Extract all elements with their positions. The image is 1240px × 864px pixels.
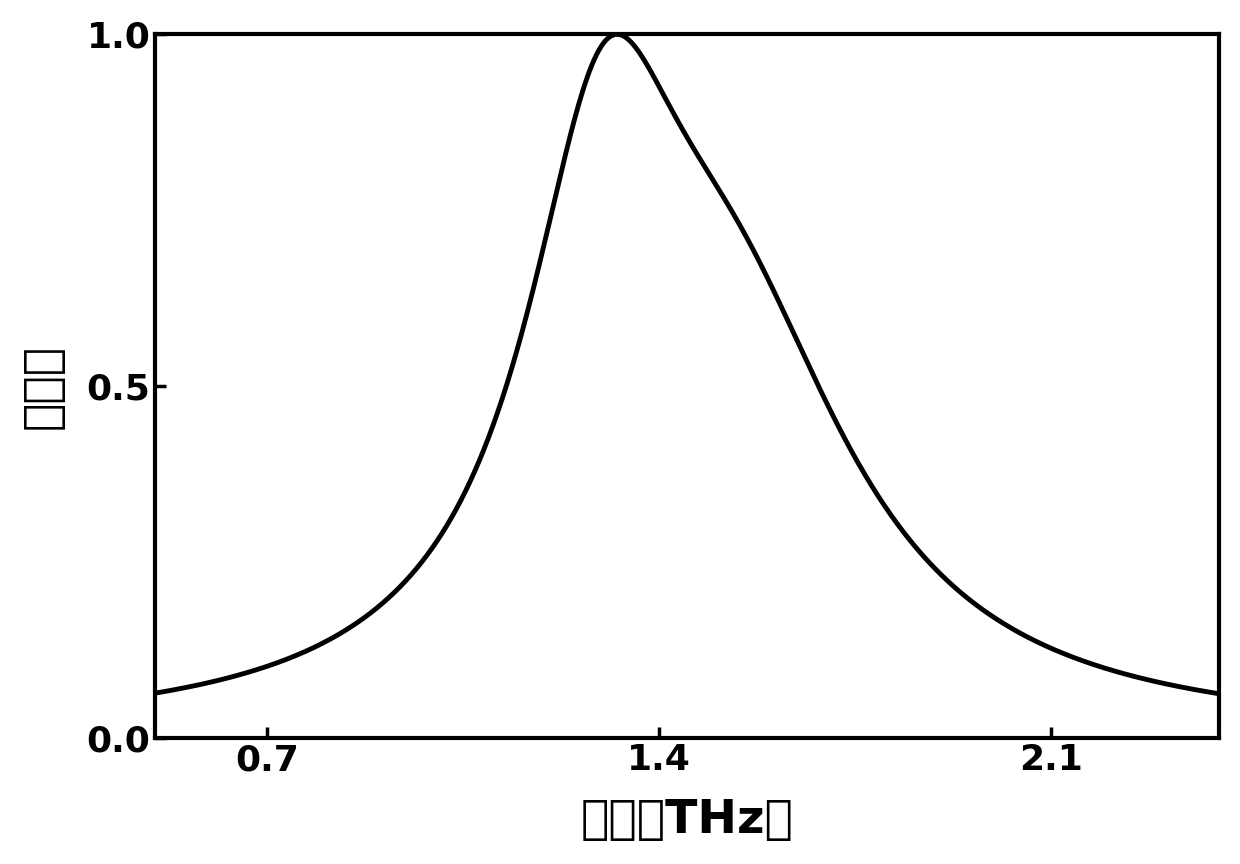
- Y-axis label: 吸收率: 吸收率: [21, 344, 66, 429]
- X-axis label: 频率（THz）: 频率（THz）: [580, 798, 794, 843]
